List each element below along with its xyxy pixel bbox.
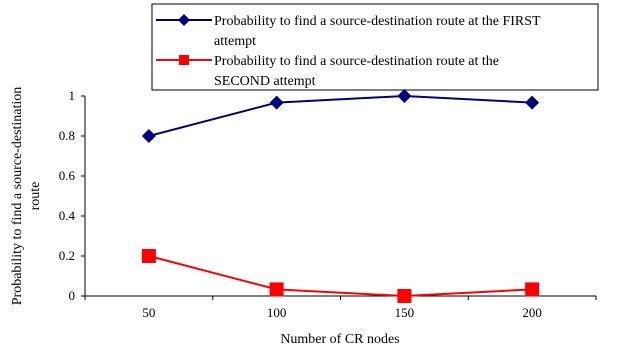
data-point-square [141, 249, 156, 263]
x-tick-label: 200 [522, 305, 542, 320]
x-axis-title: Number of CR nodes [280, 332, 399, 345]
y-axis-title-line1: Probability to find a source-destination [10, 87, 25, 306]
y-axis-title: Probability to find a source-destination… [10, 87, 43, 306]
legend-border [151, 3, 599, 91]
series-layer [141, 89, 540, 303]
y-axis-title-line2: route [28, 182, 43, 211]
legend-marker-first [178, 14, 190, 26]
data-point-diamond [397, 89, 412, 103]
data-point-square [397, 289, 412, 303]
series-line-2 [148, 255, 533, 298]
legend-label-first-line1: Probability to find a source-destination… [214, 14, 541, 29]
series-line-1 [148, 94, 533, 137]
legend-label-second-line2: SECOND attempt [214, 74, 316, 89]
legend: Probability to find a source-destination… [151, 3, 599, 91]
legend-label-second-line1: Probability to find a source-destination… [214, 54, 499, 69]
data-point-square [269, 282, 284, 297]
x-tick-label: 100 [267, 305, 287, 320]
data-point-diamond [525, 95, 540, 110]
y-tick-label: 0.6 [59, 168, 76, 183]
data-point-square [525, 282, 540, 297]
data-point-diamond [141, 129, 156, 143]
x-tick-label: 50 [142, 305, 155, 320]
legend-marker-second [179, 55, 189, 65]
x-tick-label: 150 [395, 305, 415, 320]
y-tick-label: 1 [69, 88, 76, 103]
data-point-diamond [269, 95, 284, 110]
y-tick-label: 0.4 [59, 208, 76, 223]
x-ticks: 50 100 150 200 [84, 296, 597, 320]
y-tick-label: 0 [69, 288, 76, 303]
legend-label-first-line2: attempt [214, 34, 256, 49]
y-tick-label: 0.8 [59, 128, 75, 143]
y-ticks: 0 0.2 0.4 0.6 0.8 1 [59, 88, 85, 303]
y-tick-label: 0.2 [59, 248, 75, 263]
